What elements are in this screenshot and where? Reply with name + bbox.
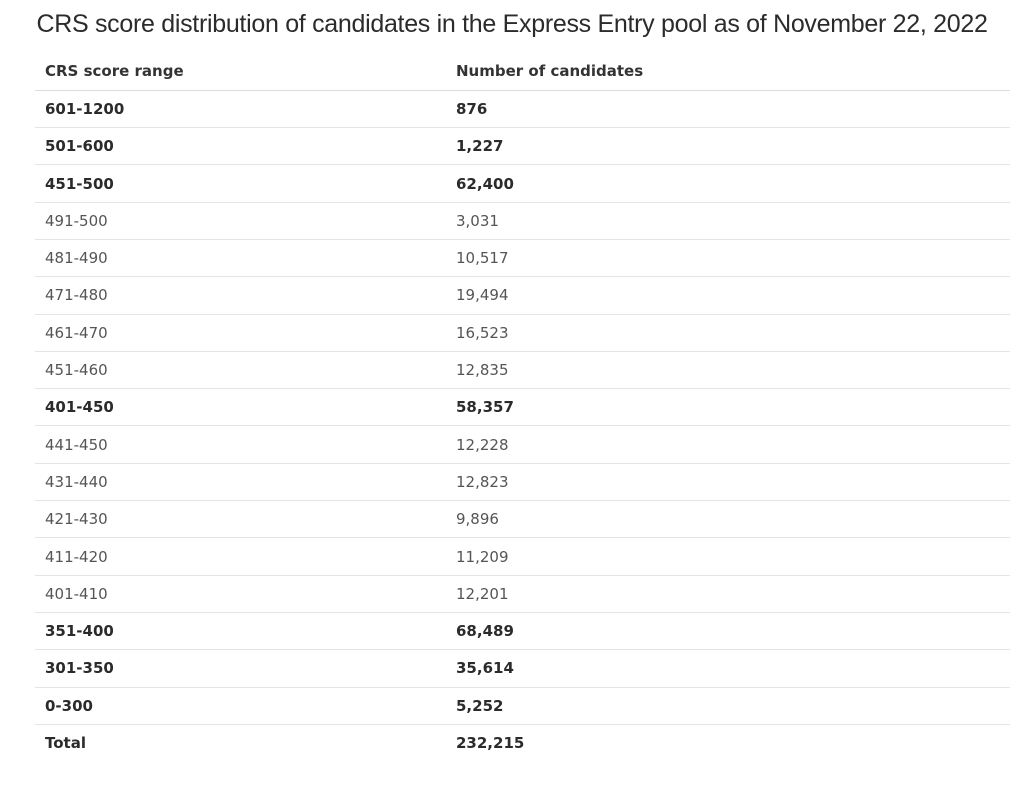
score-range-cell: 481-490 — [35, 239, 446, 278]
table-row: 601-1200 876 — [35, 90, 1010, 129]
table-row: 421-430 9,896 — [35, 500, 1010, 539]
table-total-row: Total 232,215 — [35, 724, 1010, 761]
table-row: 441-450 12,228 — [35, 425, 1010, 464]
candidate-count-cell: 12,228 — [446, 425, 1010, 464]
candidate-count-cell: 10,517 — [446, 239, 1010, 278]
score-range-cell: 501-600 — [35, 127, 446, 166]
crs-distribution-table: CRS score range Number of candidates 601… — [35, 53, 1010, 762]
score-range-cell: 451-500 — [35, 164, 446, 203]
score-range-cell: 421-430 — [35, 500, 446, 539]
candidate-count-cell: 5,252 — [446, 687, 1010, 725]
score-range-cell: 401-450 — [35, 388, 446, 427]
table-row: 451-500 62,400 — [35, 164, 1010, 203]
candidate-count-cell: 12,835 — [446, 351, 1010, 390]
table-row: 401-410 12,201 — [35, 575, 1010, 613]
candidate-count-cell: 9,896 — [446, 500, 1010, 539]
score-range-cell: 431-440 — [35, 463, 446, 502]
score-range-cell: 351-400 — [35, 612, 446, 651]
score-range-cell: 401-410 — [35, 575, 446, 613]
score-range-cell: 411-420 — [35, 537, 446, 576]
score-range-cell: 0-300 — [35, 687, 446, 725]
table-row: 401-450 58,357 — [35, 388, 1010, 427]
candidate-count-cell: 68,489 — [446, 612, 1010, 651]
table-row: 491-500 3,031 — [35, 202, 1010, 240]
candidate-count-cell: 876 — [446, 90, 1010, 129]
score-range-cell: 491-500 — [35, 202, 446, 240]
candidate-count-cell: 16,523 — [446, 314, 1010, 352]
page-title: CRS score distribution of candidates in … — [36, 10, 988, 38]
table-row: 481-490 10,517 — [35, 239, 1010, 278]
score-range-cell: 461-470 — [35, 314, 446, 352]
column-header-candidates: Number of candidates — [446, 53, 1010, 91]
table-row: 431-440 12,823 — [35, 463, 1010, 502]
score-range-cell: 451-460 — [35, 351, 446, 390]
table-row: 351-400 68,489 — [35, 612, 1010, 651]
candidate-count-cell: 35,614 — [446, 649, 1010, 688]
candidate-count-cell: 12,201 — [446, 575, 1010, 613]
table-row: 471-480 19,494 — [35, 276, 1010, 315]
candidate-count-cell: 1,227 — [446, 127, 1010, 166]
candidate-count-cell: 19,494 — [446, 276, 1010, 315]
score-range-cell: Total — [45, 734, 86, 753]
candidate-count-cell: 12,823 — [446, 463, 1010, 502]
score-range-cell: 471-480 — [35, 276, 446, 315]
score-range-cell: 441-450 — [35, 425, 446, 464]
candidate-count-cell: 232,215 — [456, 734, 525, 753]
table-row: 451-460 12,835 — [35, 351, 1010, 390]
table-row: 411-420 11,209 — [35, 537, 1010, 576]
table-row: 501-600 1,227 — [35, 127, 1010, 166]
table-body: 601-1200 876 501-600 1,227 451-500 62,400 491-… — [35, 90, 1010, 761]
candidate-count-cell: 3,031 — [446, 202, 1010, 240]
column-header-score-range: CRS score range — [35, 53, 446, 91]
score-range-cell: 601-1200 — [35, 90, 446, 129]
table-row: 0-300 5,252 — [35, 687, 1010, 725]
candidate-count-cell: 62,400 — [446, 164, 1010, 203]
table-row: 301-350 35,614 — [35, 649, 1010, 688]
table-row: 461-470 16,523 — [35, 314, 1010, 352]
table-header-row: CRS score range Number of candidates — [35, 53, 1010, 91]
candidate-count-cell: 11,209 — [446, 537, 1010, 576]
score-range-cell: 301-350 — [35, 649, 446, 688]
candidate-count-cell: 58,357 — [446, 388, 1010, 427]
